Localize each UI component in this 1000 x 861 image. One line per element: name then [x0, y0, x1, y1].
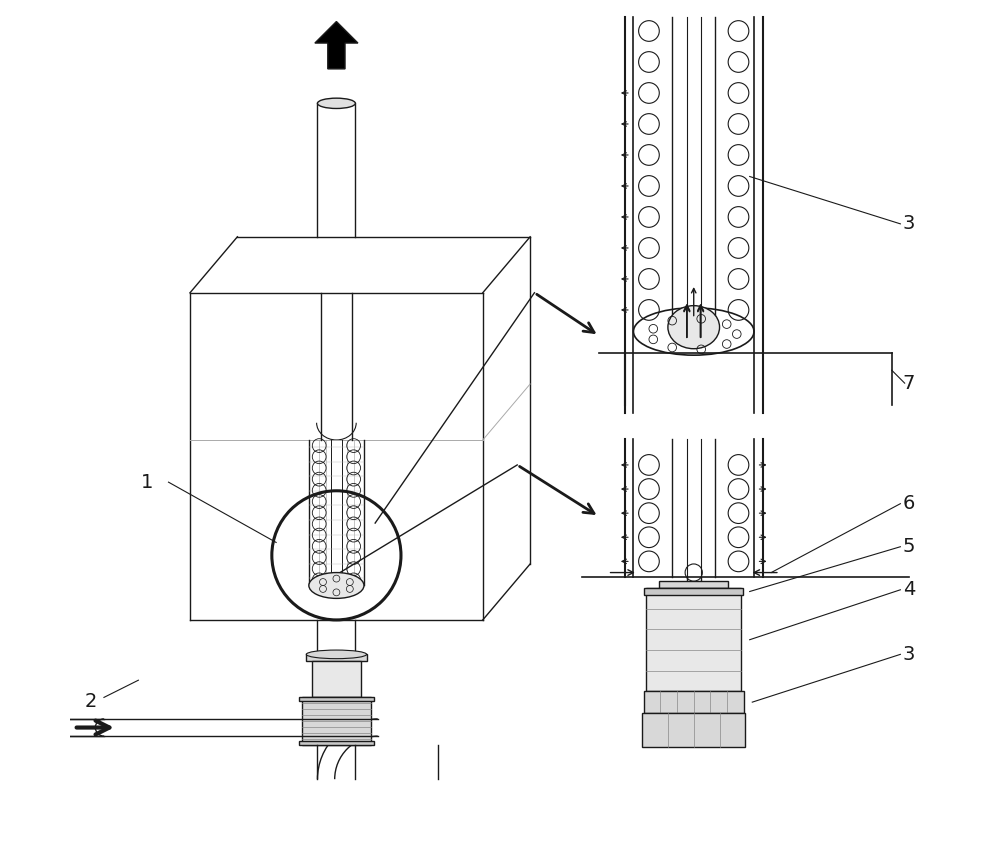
Bar [644, 588, 743, 595]
Text: 3: 3 [903, 214, 915, 233]
Ellipse shape [306, 650, 367, 659]
Bar [312, 661, 361, 697]
Bar [302, 697, 371, 745]
Bar [299, 741, 374, 745]
Bar [644, 691, 744, 713]
Text: 4: 4 [903, 580, 915, 599]
Bar [299, 697, 374, 701]
Ellipse shape [668, 306, 720, 349]
Text: 5: 5 [903, 537, 915, 556]
Ellipse shape [309, 573, 364, 598]
Text: 3: 3 [903, 645, 915, 664]
Ellipse shape [317, 98, 355, 108]
Bar [306, 654, 367, 661]
Bar [659, 581, 728, 588]
Bar [642, 713, 745, 747]
Text: 6: 6 [903, 494, 915, 513]
Polygon shape [315, 22, 358, 69]
Text: 7: 7 [903, 374, 915, 393]
Text: 2: 2 [85, 692, 97, 711]
Text: 1: 1 [141, 473, 153, 492]
Bar [646, 588, 741, 691]
